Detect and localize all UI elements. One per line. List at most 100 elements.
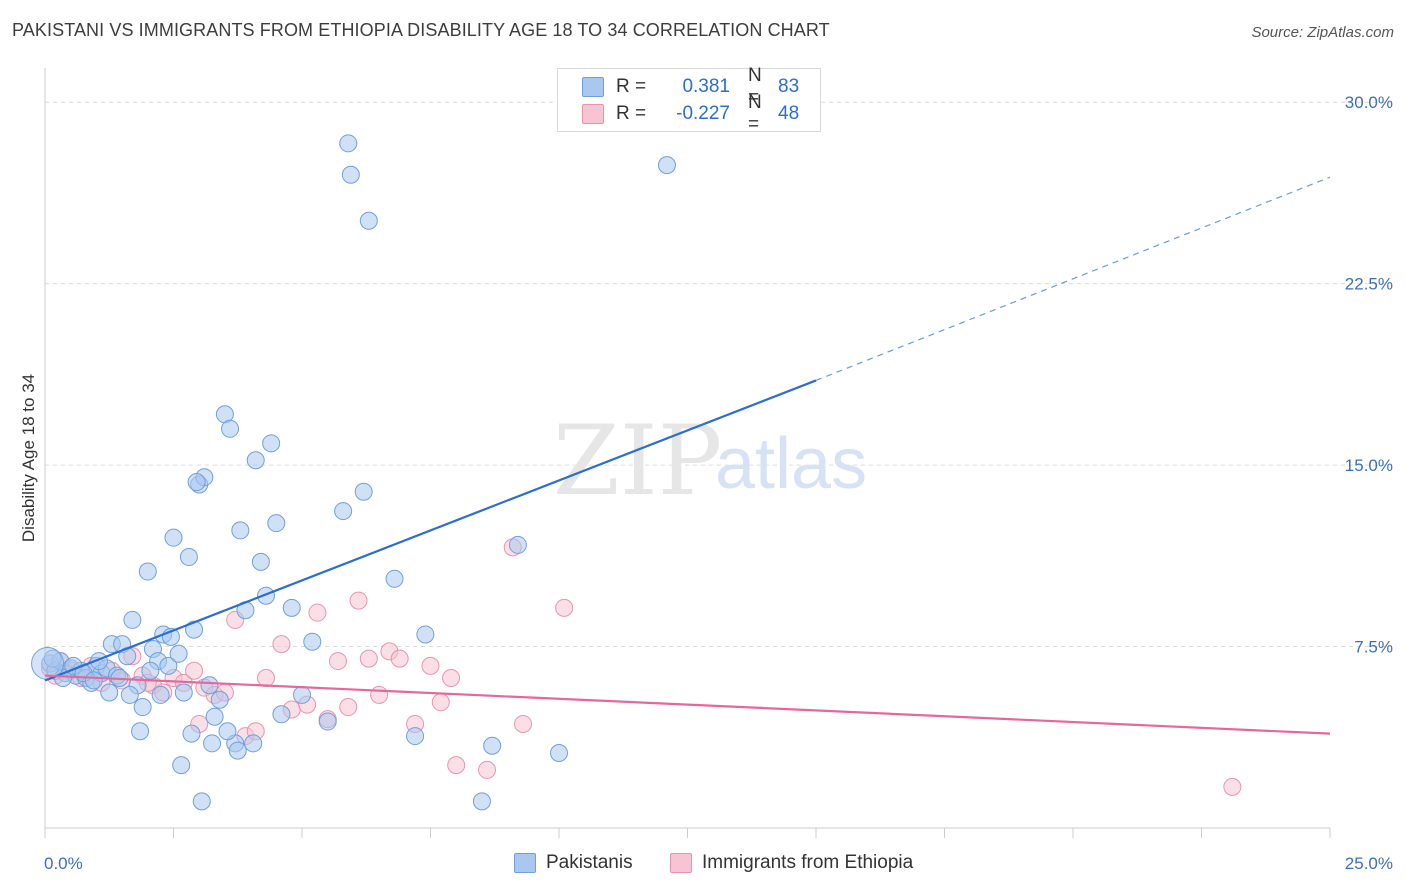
pakistanis-point-47 bbox=[303, 632, 322, 651]
pakistanis-point-66 bbox=[100, 683, 119, 702]
ethiopia-point-23 bbox=[272, 635, 291, 654]
pakistanis-point-54 bbox=[406, 727, 425, 746]
pakistanis-point-48 bbox=[318, 712, 337, 731]
pakistanis-point-31 bbox=[200, 676, 219, 695]
pakistanis-point-26 bbox=[174, 683, 193, 702]
pakistanis-point-81 bbox=[508, 535, 527, 554]
legend-n-value: 48 bbox=[778, 103, 800, 124]
ethiopia-point-29 bbox=[339, 698, 358, 717]
source-label: Source: ZipAtlas.com bbox=[1251, 24, 1394, 41]
legend-r-value: 0.381 bbox=[682, 76, 730, 97]
pakistanis-point-50 bbox=[339, 134, 358, 153]
legend-row-ethiopia: R = -0.227 N = 48 bbox=[582, 92, 800, 135]
legend-r-key: R = bbox=[616, 103, 647, 124]
series-legend-pakistanis[interactable]: Pakistanis bbox=[514, 852, 633, 874]
pakistanis-point-58 bbox=[550, 744, 568, 762]
pakistanis-point-43 bbox=[267, 514, 286, 533]
ethiopia-point-36 bbox=[421, 656, 440, 675]
series-legend-ethiopia[interactable]: Immigrants from Ethiopia bbox=[670, 852, 913, 874]
pakistanis-point-41 bbox=[257, 586, 276, 605]
series-legend: Pakistanis Immigrants from Ethiopia bbox=[0, 852, 1406, 878]
chart-title: PAKISTANI VS IMMIGRANTS FROM ETHIOPIA DI… bbox=[12, 20, 830, 40]
pakistanis-point-73 bbox=[172, 756, 191, 775]
ethiopia-point-22 bbox=[257, 669, 276, 687]
ethiopia-point-43 bbox=[555, 598, 574, 617]
pakistanis-point-64 bbox=[84, 671, 103, 690]
pakistanis-point-68 bbox=[120, 685, 139, 704]
pakistanis-point-70 bbox=[141, 661, 160, 680]
legend-swatch-pink bbox=[582, 104, 604, 124]
pakistanis-point-45 bbox=[282, 598, 301, 617]
pakistanis-trend-line bbox=[44, 379, 817, 682]
pakistanis-point-40 bbox=[251, 552, 270, 571]
ethiopia-point-42 bbox=[514, 714, 533, 733]
pakistanis-point-39 bbox=[246, 451, 265, 470]
pakistanis-point-82 bbox=[187, 473, 206, 492]
legend-r-value: -0.227 bbox=[676, 103, 730, 124]
pakistanis-point-27 bbox=[179, 548, 198, 567]
pakistanis-point-52 bbox=[359, 211, 378, 230]
pakistanis-point-80 bbox=[341, 165, 360, 184]
legend-swatch-blue bbox=[582, 77, 604, 97]
y-tick-label-3: 30.0% bbox=[1345, 93, 1393, 112]
pakistanis-point-53 bbox=[385, 569, 404, 588]
ethiopia-point-34 bbox=[390, 649, 409, 668]
pakistanis-point-16 bbox=[123, 610, 142, 629]
pakistanis-point-74 bbox=[182, 724, 201, 743]
y-tick-label-2: 22.5% bbox=[1345, 275, 1393, 294]
ethiopia-point-47 bbox=[1223, 777, 1242, 796]
x-tick-label-1: 25.0% bbox=[1345, 854, 1393, 873]
pakistanis-point-35 bbox=[221, 419, 240, 438]
pakistanis-point-18 bbox=[133, 698, 152, 717]
y-tick-label-1: 15.0% bbox=[1345, 456, 1393, 475]
pakistanis-point-44 bbox=[272, 705, 291, 724]
pakistanis-point-77 bbox=[218, 722, 237, 741]
ethiopia-point-37 bbox=[431, 693, 450, 712]
legend: R = 0.381 N = 83 R = -0.227 N = 48 bbox=[557, 65, 821, 135]
ethiopia-point-26 bbox=[308, 603, 327, 622]
ethiopia-point-28 bbox=[328, 652, 347, 671]
ethiopia-point-38 bbox=[442, 669, 461, 687]
pakistanis-point-42 bbox=[262, 434, 281, 453]
series-swatch-blue bbox=[514, 853, 536, 873]
pakistanis-point-76 bbox=[203, 734, 222, 753]
y-tick-label-0: 7.5% bbox=[1354, 638, 1393, 657]
pakistanis-point-33 bbox=[210, 690, 229, 709]
pakistanis-point-78 bbox=[228, 741, 247, 760]
pakistanis-point-59 bbox=[657, 156, 676, 175]
pakistanis-point-79 bbox=[244, 734, 263, 753]
pakistanis-point-49 bbox=[334, 502, 353, 521]
legend-n-key: N = bbox=[748, 92, 762, 135]
pakistanis-point-51 bbox=[354, 482, 373, 501]
y-axis-title: Disability Age 18 to 34 bbox=[19, 374, 38, 542]
pakistanis-point-75 bbox=[192, 792, 211, 811]
pakistanis-point-56 bbox=[472, 792, 491, 811]
ethiopia-point-40 bbox=[478, 760, 497, 779]
pakistanis-point-32 bbox=[205, 707, 224, 726]
watermark-atlas: atlas bbox=[715, 424, 867, 504]
x-tick-label-0: 0.0% bbox=[44, 854, 83, 873]
legend-r-key: R = bbox=[616, 76, 647, 97]
ethiopia-point-31 bbox=[359, 649, 378, 668]
pakistanis-point-57 bbox=[483, 736, 502, 755]
pakistanis-point-28 bbox=[185, 620, 204, 639]
pakistanis-point-23 bbox=[159, 656, 178, 675]
pakistanis-point-71 bbox=[151, 685, 170, 704]
series-label-pakistanis: Pakistanis bbox=[546, 852, 633, 873]
legend-n-value: 83 bbox=[778, 76, 800, 97]
pakistanis-point-69 bbox=[131, 722, 150, 741]
ethiopia-trend-line bbox=[44, 674, 1331, 735]
legend-n-key: N = bbox=[748, 65, 762, 108]
pakistanis-point-24 bbox=[164, 528, 183, 547]
watermark-zip: ZIP bbox=[553, 405, 722, 517]
pakistanis-point-55 bbox=[416, 625, 435, 644]
series-swatch-pink bbox=[670, 853, 692, 873]
pakistanis-point-19 bbox=[138, 562, 157, 581]
ethiopia-point-15 bbox=[185, 661, 204, 680]
ethiopia-point-39 bbox=[447, 756, 466, 775]
series-label-ethiopia: Immigrants from Ethiopia bbox=[702, 852, 914, 873]
pakistanis-trend-extension bbox=[815, 176, 1331, 381]
ethiopia-point-32 bbox=[370, 685, 389, 704]
pakistanis-point-25 bbox=[169, 644, 188, 663]
